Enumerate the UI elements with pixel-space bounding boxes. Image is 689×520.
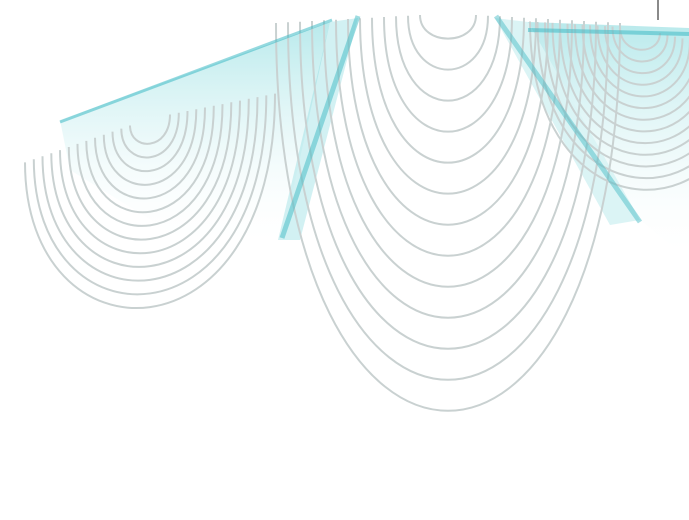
- left-lobe-ring-1: [129, 114, 171, 145]
- right-lobe-ring-12: [536, 21, 689, 180]
- left-lobe-ring-13: [24, 93, 276, 309]
- left-lobe-ring-12: [32, 95, 268, 296]
- left-top-edge: [59, 18, 333, 124]
- center-lobe-ring-1: [419, 14, 477, 40]
- right-top-edge: [527, 28, 689, 36]
- center-lobe-ring-13: [275, 22, 621, 412]
- left-lobe-ring-3: [111, 110, 189, 173]
- left-lobe-ring-9: [59, 100, 241, 255]
- left-lobe-ring-10: [50, 98, 250, 268]
- right-lobe-ring-1: [619, 26, 661, 51]
- right-lobe-ring-13: [529, 21, 689, 191]
- right-lobe-ring-7: [574, 24, 689, 121]
- center-lobe-ring-12: [287, 22, 609, 381]
- right-lobe-ring-9: [559, 23, 689, 144]
- left-lobe-ring-7: [76, 104, 224, 227]
- center-lobe-ring-10: [311, 20, 585, 319]
- right-lobe-ring-8: [566, 23, 689, 133]
- right-lobe-ring-5: [589, 25, 689, 98]
- contour-rings: [24, 14, 689, 412]
- center-lobe-ring-5: [371, 17, 525, 164]
- center-right-edge: [493, 14, 643, 224]
- left-lobe-ring-11: [41, 97, 259, 282]
- right-lobe-ring-2: [611, 26, 669, 63]
- left-lobe-ring-4: [102, 109, 198, 186]
- right-lobe-ring-11: [544, 22, 689, 168]
- top-edge-lines: [59, 0, 689, 239]
- center-left-edge: [279, 15, 361, 239]
- left-lobe-ring-2: [120, 112, 180, 159]
- center-lobe-ring-9: [323, 20, 573, 288]
- left-lobe-ring-8: [67, 102, 233, 241]
- center-lobe-ring-4: [383, 16, 513, 133]
- left-lobe-ring-6: [85, 105, 215, 214]
- right-lobe-ring-3: [604, 26, 676, 75]
- right-lobe-ring-6: [581, 24, 689, 109]
- center-lobe-ring-8: [335, 19, 561, 257]
- center-lobe-ring-3: [395, 16, 501, 102]
- left-lobe-ring-5: [94, 107, 206, 200]
- right-lobe-ring-10: [551, 22, 689, 156]
- center-lobe-ring-2: [407, 15, 489, 71]
- center-lobe-ring-7: [347, 18, 549, 226]
- center-lobe-ring-11: [299, 21, 597, 350]
- center-right-edge-tint: [495, 18, 640, 225]
- center-lobe-ring-6: [359, 18, 537, 195]
- right-lobe-ring-4: [596, 25, 684, 86]
